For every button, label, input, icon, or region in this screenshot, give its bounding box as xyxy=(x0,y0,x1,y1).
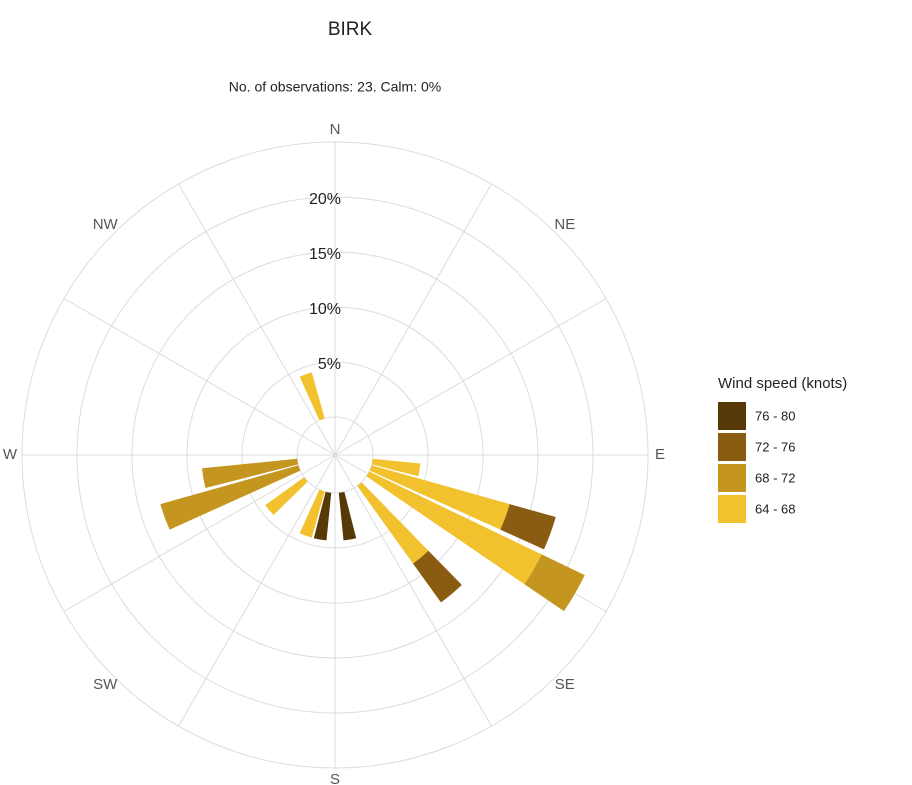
compass-label: W xyxy=(3,446,18,463)
chart-title: BIRK xyxy=(328,19,373,40)
legend-swatch xyxy=(718,402,746,430)
compass-label: NE xyxy=(554,216,575,233)
bar-segment xyxy=(338,491,357,541)
bar-segment xyxy=(366,471,542,585)
grid-line xyxy=(76,196,594,714)
spoke xyxy=(334,454,492,727)
compass-label: N xyxy=(330,121,341,138)
compass-label: S xyxy=(330,771,340,785)
spoke xyxy=(178,183,336,456)
compass-label: SW xyxy=(93,676,118,693)
compass-label: E xyxy=(655,446,665,463)
legend-swatch xyxy=(718,495,746,523)
y-tick-label: 15% xyxy=(309,246,341,263)
chart-subtitle: No. of observations: 23. Calm: 0% xyxy=(229,79,441,95)
spoke xyxy=(178,454,336,727)
bar-segment xyxy=(265,477,308,515)
compass-label: SE xyxy=(555,676,575,693)
legend-label: 72 - 76 xyxy=(755,439,795,454)
grid-circle xyxy=(296,416,374,494)
y-tick-label: 5% xyxy=(318,356,341,373)
y-tick-label: 10% xyxy=(309,301,341,318)
grid-circle xyxy=(21,141,649,769)
legend-label: 68 - 72 xyxy=(755,470,795,485)
bar-segment xyxy=(357,482,429,564)
bar-segment xyxy=(313,491,332,541)
legend-title: Wind speed (knots) xyxy=(718,375,847,392)
y-tick-label: 20% xyxy=(309,191,341,208)
bar-segment xyxy=(371,458,421,477)
bar-segment xyxy=(413,550,462,603)
grid-line xyxy=(186,306,484,604)
spoke xyxy=(334,298,607,456)
legend-label: 64 - 68 xyxy=(755,501,795,516)
bar-segment xyxy=(299,372,325,421)
legend-swatch xyxy=(718,433,746,461)
spoke xyxy=(63,298,336,456)
bar-segment xyxy=(160,465,301,530)
spoke xyxy=(63,454,336,612)
legend-label: 76 - 80 xyxy=(755,408,795,423)
bar-segment xyxy=(524,554,585,612)
bar-segment xyxy=(201,458,299,489)
grid-line xyxy=(131,251,539,659)
grid-line xyxy=(241,361,429,549)
legend-swatch xyxy=(718,464,746,492)
compass-label: NW xyxy=(93,216,119,233)
bar-segment xyxy=(500,504,556,550)
bar-segment xyxy=(299,489,325,538)
bar-segment xyxy=(369,465,510,530)
spoke xyxy=(334,183,492,456)
